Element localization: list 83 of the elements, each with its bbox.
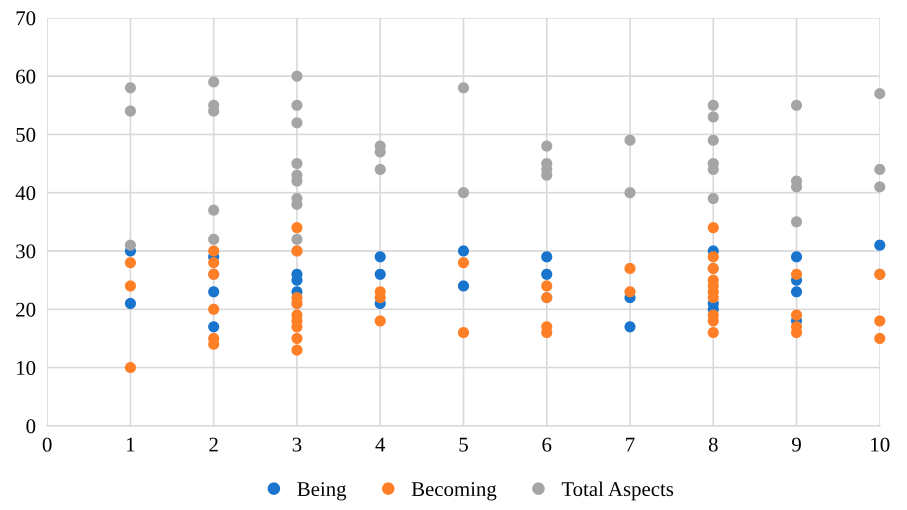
point bbox=[874, 315, 886, 326]
point bbox=[291, 222, 303, 234]
point bbox=[458, 280, 470, 292]
point bbox=[458, 327, 470, 338]
x-tick-label: 4 bbox=[375, 438, 386, 452]
point bbox=[208, 204, 220, 216]
y-tick-label: 0 bbox=[26, 419, 36, 434]
y-tick-label: 30 bbox=[16, 244, 36, 258]
point bbox=[291, 117, 303, 128]
x-tick-label: 3 bbox=[292, 438, 302, 452]
point bbox=[624, 134, 636, 146]
y-tick-label: 60 bbox=[16, 70, 36, 84]
point bbox=[708, 251, 719, 262]
point bbox=[458, 187, 470, 198]
y-tick-label: 50 bbox=[16, 128, 36, 142]
point bbox=[124, 257, 136, 268]
x-tick-label: 6 bbox=[542, 438, 552, 452]
point bbox=[874, 88, 886, 100]
point bbox=[708, 134, 719, 146]
x-tick-label: 8 bbox=[708, 438, 718, 452]
point bbox=[374, 315, 386, 326]
point bbox=[541, 280, 552, 292]
point bbox=[458, 245, 470, 257]
point bbox=[790, 251, 802, 262]
point bbox=[790, 100, 802, 111]
y-tick-label: 40 bbox=[16, 186, 36, 200]
point bbox=[541, 140, 552, 152]
y-tick-label: 70 bbox=[16, 11, 36, 26]
point bbox=[458, 82, 470, 94]
legend-label: Being bbox=[297, 482, 346, 500]
point bbox=[790, 268, 802, 280]
point bbox=[208, 245, 220, 257]
point bbox=[374, 268, 386, 280]
point bbox=[708, 192, 719, 204]
point bbox=[624, 286, 636, 298]
x-tick-label: 7 bbox=[626, 438, 635, 452]
point bbox=[874, 181, 886, 192]
point bbox=[624, 321, 636, 332]
point bbox=[708, 222, 719, 234]
point bbox=[208, 304, 220, 315]
point bbox=[124, 362, 136, 374]
point bbox=[708, 111, 719, 122]
point bbox=[291, 234, 303, 245]
y-tick-label: 10 bbox=[17, 360, 36, 375]
point bbox=[124, 298, 136, 310]
point bbox=[291, 70, 303, 82]
legend-label: Becoming bbox=[412, 482, 496, 500]
y-tick-label: 20 bbox=[16, 302, 36, 317]
point bbox=[374, 251, 386, 262]
point bbox=[708, 327, 719, 338]
point bbox=[790, 310, 802, 321]
point bbox=[291, 344, 303, 356]
point bbox=[624, 187, 636, 198]
x-tick-label: 5 bbox=[459, 438, 468, 452]
x-tick-label: 1 bbox=[127, 438, 134, 452]
x-tick-label: 10 bbox=[871, 438, 890, 452]
point bbox=[124, 280, 136, 292]
point bbox=[124, 106, 136, 117]
x-tick-label: 2 bbox=[209, 438, 218, 452]
point bbox=[291, 100, 303, 111]
x-tick-label: 0 bbox=[42, 438, 52, 452]
point bbox=[124, 82, 136, 94]
point bbox=[124, 240, 136, 251]
point bbox=[291, 332, 303, 344]
point bbox=[874, 332, 886, 344]
point bbox=[874, 240, 886, 251]
legend-label: Total Aspects bbox=[562, 481, 674, 500]
point bbox=[458, 257, 470, 268]
point bbox=[208, 321, 220, 332]
point bbox=[708, 100, 719, 111]
point bbox=[541, 268, 552, 280]
point bbox=[291, 158, 303, 170]
point bbox=[208, 286, 220, 298]
point bbox=[374, 164, 386, 175]
x-tick-label: 9 bbox=[792, 438, 801, 452]
point bbox=[624, 262, 636, 274]
point bbox=[541, 251, 552, 262]
point bbox=[208, 76, 220, 88]
point bbox=[790, 216, 802, 228]
point bbox=[208, 257, 220, 268]
point bbox=[790, 286, 802, 298]
point bbox=[208, 234, 220, 245]
point bbox=[874, 164, 886, 175]
